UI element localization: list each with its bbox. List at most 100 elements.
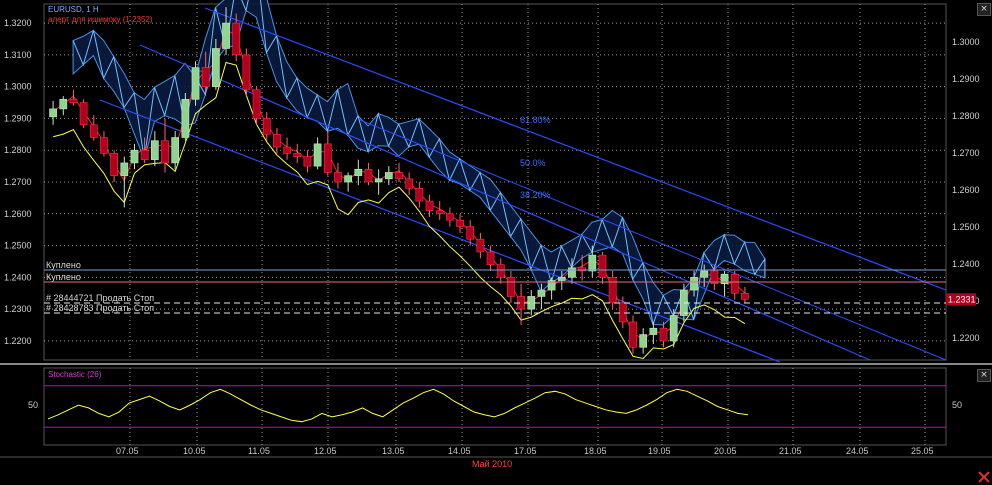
- candle-body: [171, 137, 180, 164]
- main-window-close-icon[interactable]: ×: [977, 3, 991, 16]
- x-tick-label: 12.05: [314, 446, 337, 456]
- y-tick-right: 1.2400: [952, 259, 980, 269]
- candle-body: [639, 334, 648, 348]
- x-tick-label: 11.05: [248, 446, 270, 456]
- y-tick-right: 1.2800: [952, 111, 980, 121]
- candle-body: [89, 124, 98, 138]
- candle-body: [700, 270, 709, 278]
- candle-body: [120, 162, 129, 176]
- x-tick-label: 14.05: [448, 446, 471, 456]
- candle-body: [242, 54, 251, 91]
- candle-body: [720, 273, 729, 285]
- candle-body: [486, 251, 495, 265]
- y-tick-left: 1.3000: [4, 82, 32, 92]
- candle-body: [629, 321, 637, 348]
- y-tick-left: 1.3200: [4, 18, 32, 28]
- candle-body: [201, 67, 210, 87]
- candle-body: [618, 302, 627, 323]
- candle-body: [222, 22, 230, 49]
- candle-body: [140, 149, 149, 161]
- candle-body: [69, 99, 78, 103]
- candle-body: [344, 175, 352, 183]
- y-tick-left: 1.2300: [4, 304, 32, 314]
- candle-body: [323, 143, 332, 173]
- candle-body: [374, 178, 383, 183]
- candle-body: [150, 140, 159, 161]
- tenkan-sen-line: [52, 61, 746, 359]
- y-tick-right: 1.2200: [952, 333, 980, 343]
- x-axis-title: Май 2010: [472, 459, 512, 469]
- x-tick-label: 24.05: [846, 446, 869, 456]
- candle-body: [466, 226, 475, 240]
- candle-body: [476, 238, 485, 253]
- order-label: # 28444721 Продать Стоп: [46, 293, 154, 303]
- candle-body: [313, 143, 322, 167]
- candle-body: [110, 153, 118, 176]
- y-tick-left: 1.2600: [4, 209, 32, 219]
- candle-body: [384, 172, 393, 180]
- y-tick-left: 1.2700: [4, 177, 32, 187]
- candle-body: [435, 210, 444, 215]
- stochastic-level-left: 50: [28, 400, 38, 410]
- candle-body: [273, 134, 281, 148]
- candle-body: [405, 178, 414, 189]
- order-label: # 28428783 Продать Стоп: [46, 303, 154, 313]
- x-tick-label: 17.05: [514, 446, 537, 456]
- candle-body: [161, 140, 169, 164]
- candle-body: [59, 99, 68, 110]
- y-tick-right: 1.2600: [952, 185, 980, 195]
- y-tick-right: 1.2500: [952, 222, 980, 232]
- candle-body: [354, 168, 363, 176]
- channel-upper-line: [204, 7, 947, 291]
- y-tick-left: 1.2900: [4, 113, 32, 123]
- x-tick-label: 25.05: [911, 446, 934, 456]
- candle-body: [425, 200, 434, 211]
- candle-body: [537, 289, 546, 297]
- x-tick-label: 07.05: [116, 446, 139, 456]
- candle-body: [49, 108, 57, 118]
- channel-fib-line: [359, 119, 947, 361]
- y-tick-left: 1.2500: [4, 241, 32, 251]
- y-tick-left: 1.2200: [4, 336, 32, 346]
- candle-body: [446, 213, 454, 221]
- scroll-off-icon[interactable]: [978, 471, 990, 483]
- x-tick-label: 20.05: [714, 446, 737, 456]
- candle-body: [730, 273, 739, 294]
- indicator-window-close-icon[interactable]: ×: [977, 369, 991, 382]
- candle-body: [293, 153, 302, 157]
- candle-body: [608, 277, 617, 304]
- candle-body: [710, 270, 719, 285]
- y-tick-left: 1.2800: [4, 145, 32, 155]
- candle-body: [334, 172, 342, 183]
- y-tick-right: 1.2700: [952, 148, 980, 158]
- fib-level-label: 50.0%: [520, 158, 546, 168]
- y-tick-left: 1.3100: [4, 50, 32, 60]
- candle-body: [496, 264, 505, 278]
- candle-body: [130, 149, 139, 164]
- y-tick-left: 1.2400: [4, 272, 32, 282]
- stochastic-title: Stochastic (26): [48, 370, 102, 379]
- indicator-legend: EURUSD, 1 H: [48, 5, 99, 14]
- candle-body: [578, 267, 586, 272]
- candle-body: [181, 99, 190, 138]
- main-plot-frame: [43, 3, 947, 361]
- candle-body: [741, 292, 749, 300]
- stochastic-panel-frame: [43, 367, 947, 446]
- candle-body: [191, 67, 200, 100]
- channel-lower-line: [99, 99, 781, 363]
- candle-body: [588, 254, 597, 272]
- x-tick-label: 13.05: [382, 446, 405, 456]
- y-tick-right: 1.2900: [952, 74, 980, 84]
- x-tick-label: 10.05: [183, 446, 206, 456]
- candle-body: [456, 219, 464, 227]
- x-tick-label: 18.05: [584, 446, 607, 456]
- order-label: Куплено: [46, 260, 81, 270]
- stochastic-line: [47, 388, 749, 423]
- candle-body: [690, 277, 698, 291]
- fib-level-label: 38.20%: [520, 190, 551, 200]
- candle-body: [303, 156, 312, 167]
- candle-body: [669, 315, 678, 342]
- candle-body: [507, 277, 515, 297]
